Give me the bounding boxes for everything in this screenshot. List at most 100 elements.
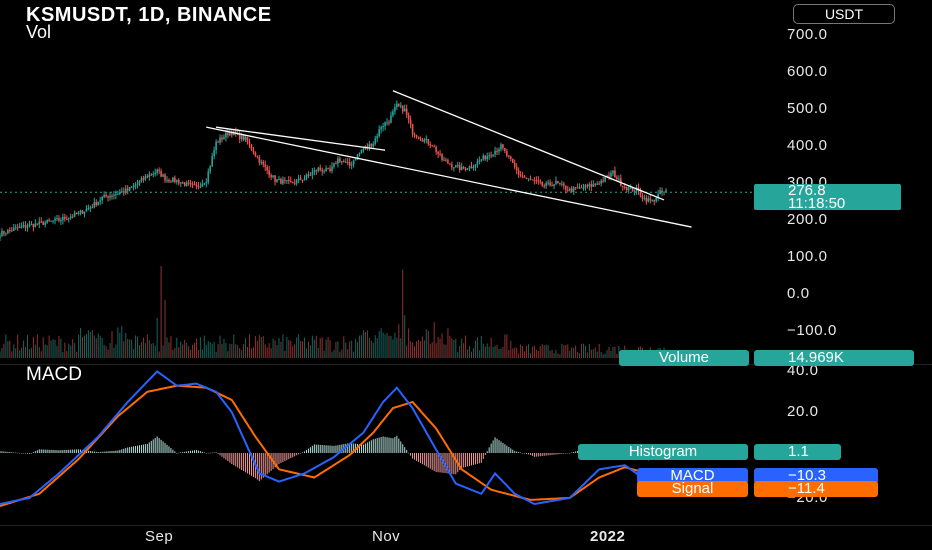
candle-body <box>407 114 410 120</box>
volume-bar <box>304 337 306 358</box>
histogram-bar <box>370 440 372 453</box>
candle-body <box>10 230 13 232</box>
candle-body <box>543 185 545 187</box>
candle-body <box>34 223 37 228</box>
candle-body <box>201 183 204 187</box>
volume-bar <box>121 325 123 358</box>
histogram-bar <box>467 453 469 467</box>
volume-bar <box>247 346 249 358</box>
volume-bar <box>9 340 11 358</box>
volume-bar <box>264 344 266 358</box>
histogram-bar <box>135 446 137 453</box>
histogram-bar <box>278 453 280 465</box>
volume-bar <box>561 343 563 358</box>
volume-bar <box>123 341 125 358</box>
candle-body <box>388 122 390 124</box>
candle-body <box>16 227 19 229</box>
volume-bar <box>482 343 484 358</box>
candle-body <box>370 143 373 147</box>
histogram-bar <box>486 451 488 453</box>
volume-bar <box>351 340 353 358</box>
candle-body <box>399 105 402 107</box>
volume-bar <box>366 330 368 358</box>
histogram-bar <box>231 453 233 465</box>
histogram-bar <box>551 453 553 455</box>
price-tick: 700.0 <box>787 26 828 43</box>
candle-body <box>504 148 506 152</box>
volume-bar <box>345 342 347 358</box>
volume-bar <box>333 349 335 358</box>
candle-body <box>280 178 282 184</box>
histogram-name-tag: Histogram <box>578 444 748 460</box>
histogram-bar <box>368 441 370 453</box>
volume-bar <box>109 343 111 358</box>
volume-bar <box>119 332 121 358</box>
volume-bar <box>250 348 252 358</box>
volume-bar <box>549 350 551 358</box>
signal-value-tag: −11.4 <box>754 481 878 497</box>
volume-bar <box>412 342 414 358</box>
candle-body <box>582 187 585 189</box>
volume-bar <box>612 346 614 358</box>
candle-body <box>295 180 298 184</box>
histogram-bar <box>109 451 111 453</box>
histogram-bar <box>38 449 40 453</box>
volume-bar <box>184 339 186 358</box>
histogram-bar <box>21 453 23 454</box>
candle-body <box>101 196 103 201</box>
histogram-bar <box>524 453 526 454</box>
volume-bar <box>614 346 616 358</box>
histogram-bar <box>174 451 176 453</box>
histogram-bar <box>431 453 433 470</box>
candle-body <box>195 184 198 186</box>
histogram-bar <box>250 453 252 476</box>
candle-body <box>217 141 219 143</box>
histogram-bar <box>44 449 46 453</box>
histogram-bar <box>349 443 351 453</box>
candle-body <box>496 150 498 152</box>
volume-bar <box>223 339 225 358</box>
price-tick: 400.0 <box>787 137 828 154</box>
candle-body <box>337 158 339 164</box>
volume-bar <box>209 342 211 358</box>
histogram-bar <box>529 453 531 455</box>
volume-bar <box>421 336 423 358</box>
volume-bar <box>117 327 119 358</box>
volume-bar <box>211 343 213 358</box>
macd-tick: 20.0 <box>787 403 819 420</box>
volume-bar <box>378 331 380 358</box>
volume-bar <box>467 349 469 358</box>
histogram-bar <box>480 453 482 463</box>
candle-body <box>99 200 101 202</box>
histogram-bar <box>146 443 148 453</box>
volume-bar <box>125 332 127 358</box>
volume-bar <box>494 345 496 358</box>
trendlines[interactable] <box>206 90 692 228</box>
histogram-bar <box>547 453 549 456</box>
volume-bar <box>168 342 170 358</box>
volume-bar <box>441 333 443 358</box>
candle-body <box>623 186 626 188</box>
histogram-bar <box>506 445 508 453</box>
histogram-bar <box>225 453 227 460</box>
candle-body <box>468 166 471 169</box>
currency-button[interactable]: USDT <box>793 4 895 24</box>
volume-bar <box>172 349 174 358</box>
volume-bar <box>445 344 447 358</box>
volume-bar <box>388 335 390 358</box>
volume-bar <box>608 346 610 358</box>
candle-body <box>26 226 29 228</box>
histogram-bar <box>478 453 480 464</box>
volume-bar <box>107 349 109 358</box>
volume-bar <box>374 335 376 358</box>
histogram-bar <box>190 450 192 453</box>
volume-bar <box>135 335 137 358</box>
candle-body <box>437 151 439 154</box>
x-tick-sep: Sep <box>145 528 174 545</box>
candle-body <box>174 177 176 182</box>
volume-bar <box>453 340 455 358</box>
volume-bar <box>95 338 97 358</box>
histogram-bar <box>101 451 103 453</box>
histogram-bar <box>476 453 478 464</box>
